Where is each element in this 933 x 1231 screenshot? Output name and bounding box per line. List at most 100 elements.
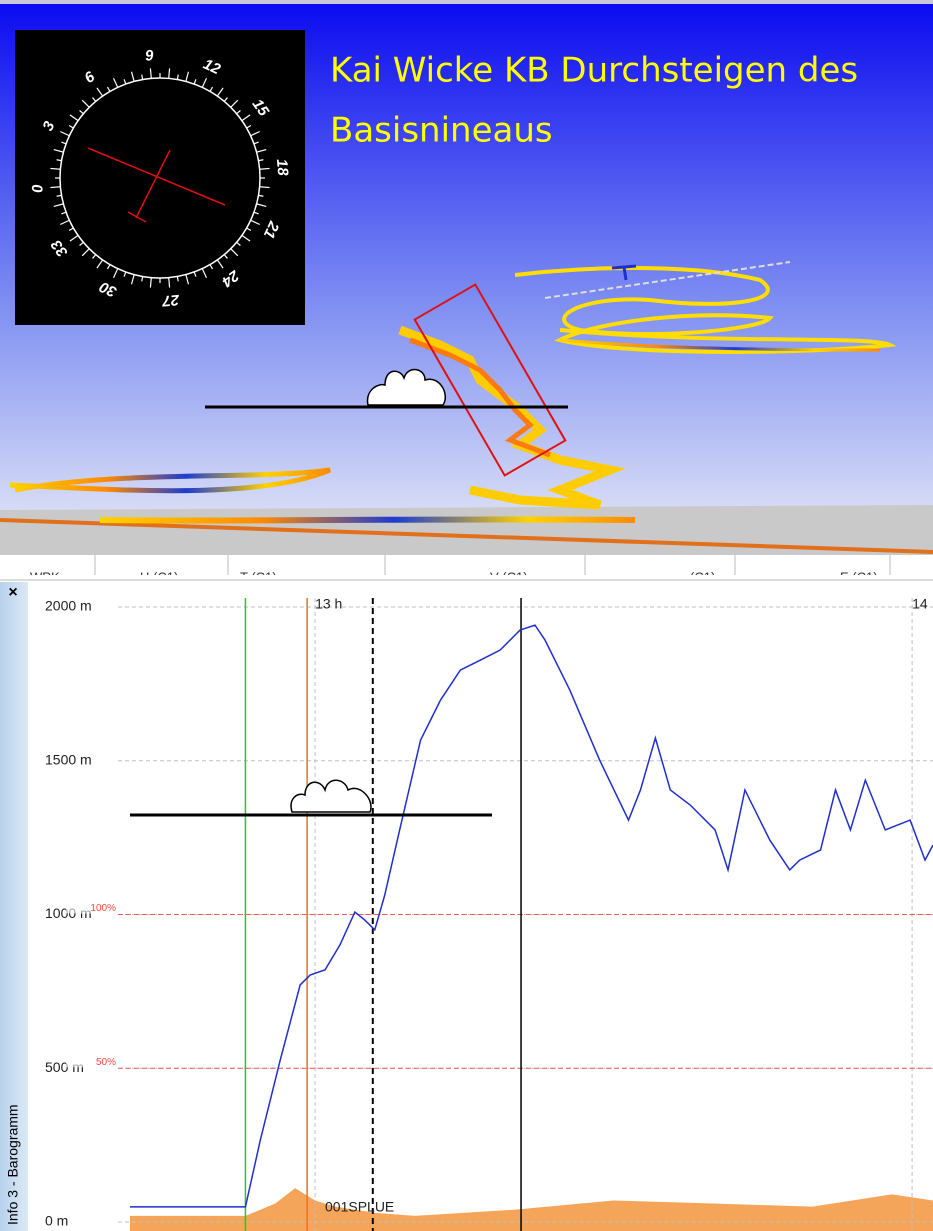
compass-tick (141, 276, 144, 282)
compass-tick (53, 203, 64, 208)
compass-tick (176, 74, 179, 80)
column-header: (C1) (690, 569, 715, 584)
compass-tick (123, 79, 127, 85)
compass-tick (258, 159, 264, 162)
compass-tick (253, 141, 259, 145)
compass-tick (53, 148, 64, 153)
ground-area (130, 1188, 933, 1231)
column-header: H (C1) (140, 569, 178, 584)
compass-tick (176, 276, 179, 282)
compass-needle (127, 211, 147, 223)
compass-tick (106, 86, 111, 92)
side-panel: × Info 3 - Barogramm (0, 582, 28, 1231)
cloud-icon (366, 368, 446, 406)
track (9, 467, 331, 494)
compass-tick (56, 194, 62, 197)
compass-tick (256, 203, 267, 208)
compass-label: 9 (144, 47, 154, 65)
compass-tick (193, 271, 197, 277)
compass-tick (230, 99, 239, 108)
compass-tick (223, 97, 228, 102)
compass-tick (259, 186, 270, 189)
compass-label: 12 (201, 56, 224, 79)
percent-label: 100% (90, 903, 116, 914)
y-tick-label: 1500 m (45, 751, 92, 767)
compass-tick (185, 71, 190, 82)
table-header-bg (0, 555, 933, 582)
compass-tick (241, 234, 251, 242)
compass-tick (61, 141, 67, 145)
track (514, 266, 897, 354)
title: Kai Wicke KB Durchsteigen des (330, 51, 858, 91)
cloud-icon (290, 779, 372, 813)
compass-tick (168, 68, 171, 79)
compass-tick (92, 254, 97, 259)
compass-tick (201, 78, 208, 88)
compass-tick (149, 277, 152, 288)
compass-tick (246, 227, 252, 232)
column-header: WPK (30, 569, 60, 584)
percent-label: 50% (96, 1057, 116, 1068)
compass-tick (141, 74, 144, 80)
compass-tick (79, 241, 84, 246)
track (559, 338, 881, 352)
track (0, 518, 933, 554)
compass-label: 30 (96, 278, 119, 301)
table-header: WPK H (C1) T (C1) V (C1) (C1) E (C1) (0, 555, 933, 584)
compass-tick (123, 271, 127, 277)
compass-tick (185, 274, 190, 285)
x-tick-label: 13 h (315, 596, 342, 612)
compass-tick (230, 248, 239, 257)
compass-label: 0 (29, 183, 47, 193)
compass-tick (253, 211, 259, 215)
compass-tick (193, 79, 197, 85)
close-button[interactable]: × (8, 584, 17, 601)
compass-tick (250, 130, 260, 137)
y-tick-label: 0 m (45, 1213, 68, 1229)
compass-tick (201, 268, 208, 278)
track (99, 516, 636, 524)
compass-tick (209, 264, 214, 270)
title: Basisnineaus (330, 111, 553, 151)
compass-tick (96, 87, 104, 97)
compass-tick (61, 211, 67, 215)
compass-tick (259, 167, 270, 170)
label-background (66, 904, 116, 914)
compass-tick (256, 148, 267, 153)
compass-tick (209, 86, 214, 92)
label-background (66, 1058, 116, 1068)
compass-label: 21 (260, 218, 283, 241)
compass-tick (236, 110, 241, 115)
column-header: T (C1) (240, 569, 277, 584)
altitude-line (130, 624, 933, 1208)
compass-tick (68, 227, 74, 232)
compass-tick (79, 110, 84, 115)
compass-tick (223, 254, 228, 259)
compass-tick (258, 194, 264, 197)
compass-tick (96, 259, 104, 269)
compass-tick (92, 97, 97, 102)
waypoint-label: 001SPLUE (325, 1199, 394, 1215)
compass-tick (149, 68, 152, 79)
y-tick-label: 2000 m (45, 598, 92, 614)
compass-tick (216, 87, 224, 97)
column-header: V (C1) (490, 569, 528, 584)
compass-tick (236, 241, 241, 246)
compass-label: 18 (273, 158, 291, 177)
compass-tick (60, 219, 70, 226)
column-header: E (C1) (840, 569, 878, 584)
x-tick-label: 14 (912, 596, 928, 612)
compass-tick (250, 219, 260, 226)
compass-tick (130, 274, 135, 285)
side-panel-bg (0, 582, 28, 1231)
compass-needle (135, 149, 171, 219)
compass-tick (168, 277, 171, 288)
compass-tick (246, 124, 252, 129)
highlight-box (413, 283, 567, 477)
compass-tick (50, 186, 61, 189)
compass-tick (216, 259, 224, 269)
top-border (0, 0, 933, 4)
